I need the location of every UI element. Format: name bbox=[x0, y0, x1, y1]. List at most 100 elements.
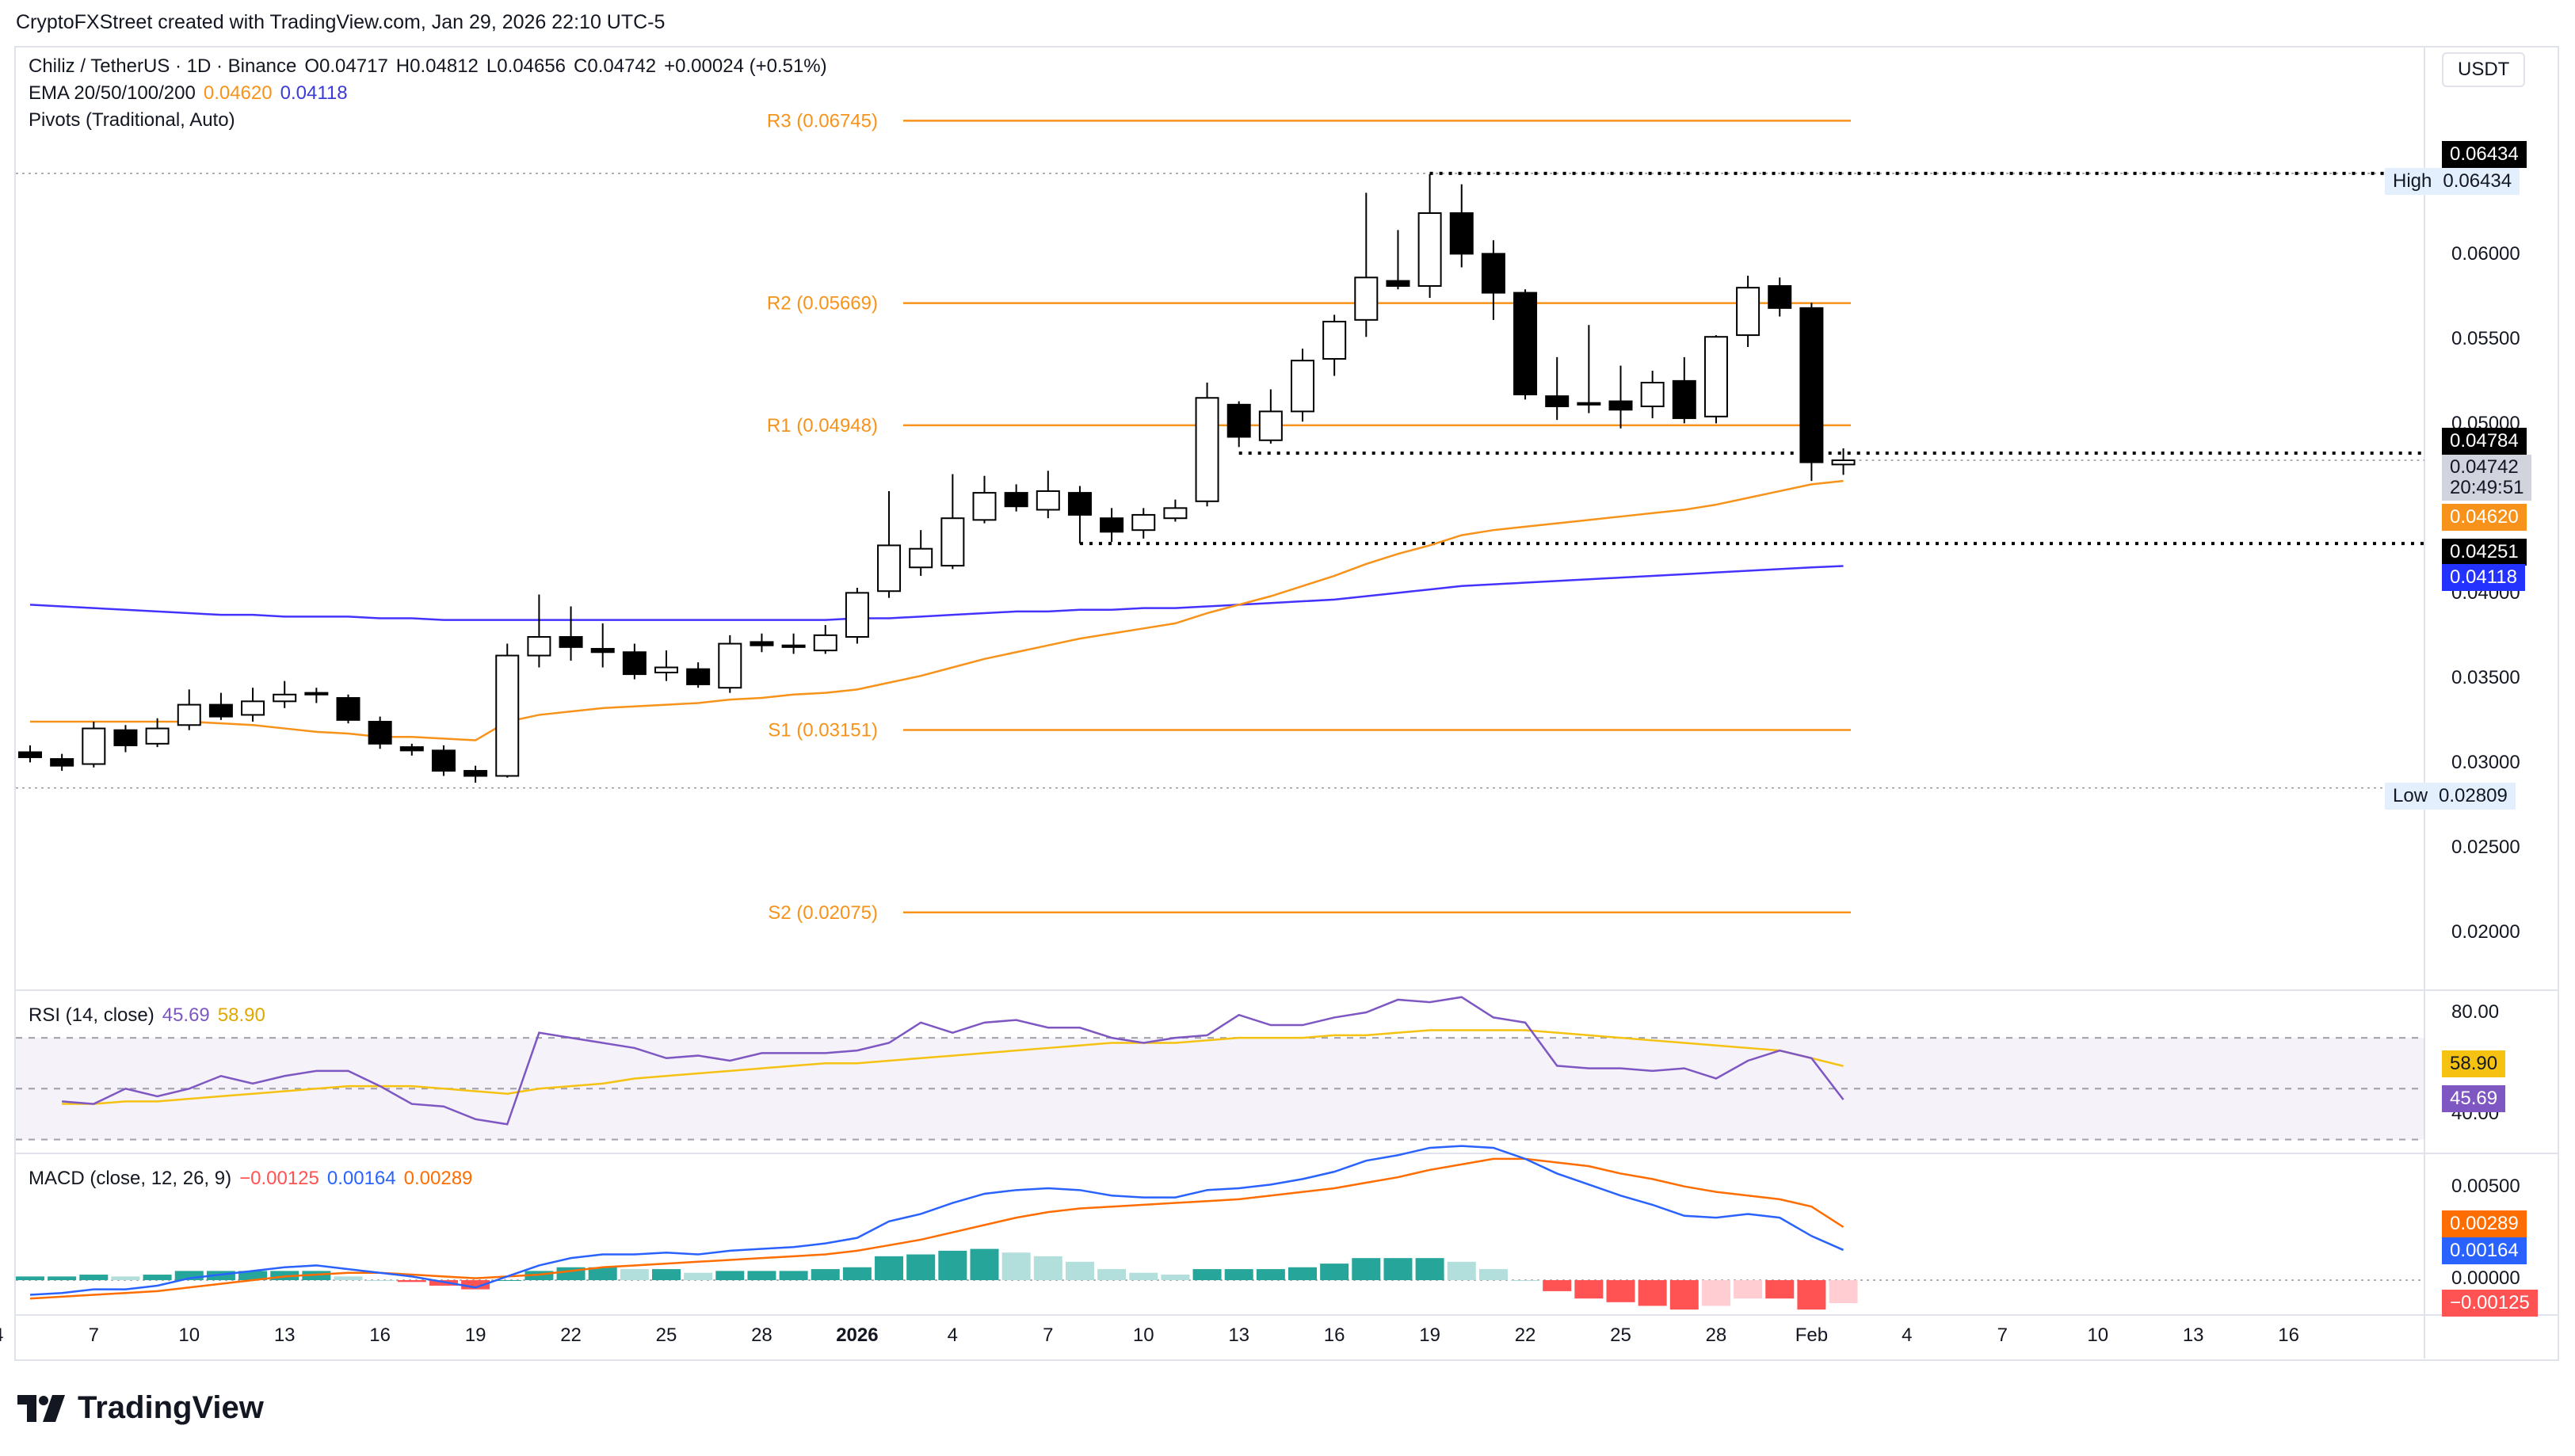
candle-body bbox=[495, 654, 520, 777]
candle-body bbox=[686, 668, 711, 685]
tradingview-logo[interactable]: TradingView bbox=[17, 1390, 264, 1426]
time-tick: 25 bbox=[1610, 1325, 1631, 1346]
signal-value: 0.00289 bbox=[403, 1168, 473, 1189]
macd-line bbox=[29, 1145, 1844, 1296]
macd-legend[interactable]: MACD (close, 12, 26, 9) −0.00125 0.00164 0.… bbox=[29, 1168, 480, 1190]
candle-body bbox=[1163, 507, 1188, 520]
candle-body bbox=[1768, 285, 1792, 309]
time-tick: 13 bbox=[1228, 1325, 1250, 1346]
close-label: C bbox=[574, 55, 588, 77]
candle-body bbox=[18, 751, 42, 758]
candle bbox=[781, 633, 806, 654]
candle bbox=[50, 753, 74, 772]
time-tick: 7 bbox=[1997, 1325, 2008, 1346]
candles-group bbox=[18, 173, 1856, 783]
candle bbox=[813, 625, 837, 654]
ema-legend[interactable]: EMA 20/50/100/200 0.04620 0.04118 bbox=[29, 82, 356, 105]
macd-histogram-bar bbox=[1001, 1252, 1031, 1280]
candle bbox=[399, 743, 424, 756]
candle-body bbox=[527, 636, 551, 657]
macd-histogram-bar bbox=[1383, 1258, 1413, 1280]
candle bbox=[1640, 371, 1665, 418]
candle bbox=[1291, 349, 1314, 422]
candle bbox=[1131, 508, 1156, 539]
candle-body bbox=[781, 644, 806, 648]
macd-tick: 0.00000 bbox=[2451, 1267, 2520, 1289]
macd-histogram-bar bbox=[747, 1271, 776, 1280]
last-price: 0.04742 bbox=[2450, 456, 2519, 478]
dotted-levels-group bbox=[16, 171, 2424, 789]
candle-body bbox=[1545, 395, 1570, 407]
candle bbox=[1258, 389, 1283, 444]
candle-body bbox=[1036, 490, 1060, 511]
rsi-legend[interactable]: RSI (14, close) 45.69 58.90 bbox=[29, 1004, 273, 1027]
candle bbox=[273, 680, 297, 708]
ema50-box: 0.04620 bbox=[2442, 504, 2527, 531]
candle-body bbox=[336, 697, 360, 721]
candle-body bbox=[1481, 253, 1505, 294]
bar-countdown: 20:49:51 bbox=[2450, 477, 2524, 498]
pivots-legend[interactable]: Pivots (Traditional, Auto) bbox=[29, 109, 235, 131]
macd-histogram-bar bbox=[1288, 1267, 1317, 1280]
macd-histogram-bar bbox=[1192, 1269, 1222, 1280]
macd-histogram-bar bbox=[875, 1256, 904, 1280]
ema50-value: 0.04620 bbox=[203, 82, 273, 104]
currency-button[interactable]: USDT bbox=[2442, 52, 2526, 87]
level-box-high: 0.06434 bbox=[2442, 141, 2527, 168]
candle-body bbox=[1608, 400, 1633, 411]
low-marker-value: 0.02809 bbox=[2439, 785, 2508, 806]
macd-histogram-bar bbox=[1669, 1280, 1699, 1310]
time-tick: 22 bbox=[1514, 1325, 1536, 1346]
time-axis[interactable]: 4 7 10 13 16 19 22 25 28 2026 4 7 10 13 16 19 22 25 28 Feb 4… bbox=[0, 1325, 2424, 1351]
candle-body bbox=[1831, 459, 1856, 466]
candle-body bbox=[1672, 379, 1696, 419]
candle-body bbox=[845, 592, 869, 638]
candle bbox=[622, 643, 647, 680]
candle-body bbox=[145, 727, 170, 745]
candle bbox=[304, 688, 329, 703]
candle-body bbox=[177, 703, 201, 726]
macd-signal-line bbox=[29, 1157, 1844, 1300]
candle bbox=[1417, 173, 1442, 298]
time-tick: 16 bbox=[1323, 1325, 1345, 1346]
time-tick: 7 bbox=[88, 1325, 99, 1346]
time-tick: 2026 bbox=[836, 1325, 879, 1346]
macd-histogram-bar bbox=[811, 1269, 840, 1280]
candle bbox=[113, 725, 138, 753]
candle bbox=[1577, 325, 1601, 414]
low-label: L bbox=[486, 55, 498, 77]
candle-body bbox=[877, 544, 902, 593]
candle bbox=[877, 490, 902, 598]
candle bbox=[1354, 192, 1379, 337]
open-label: O bbox=[304, 55, 320, 77]
candle-body bbox=[1067, 492, 1092, 516]
candle-body bbox=[241, 700, 265, 716]
candle-body bbox=[1417, 212, 1442, 288]
rsi-line bbox=[62, 996, 1844, 1126]
candle bbox=[940, 474, 965, 570]
candle-body bbox=[1513, 292, 1538, 395]
macd-tick: 0.00500 bbox=[2451, 1176, 2520, 1197]
candle-body bbox=[559, 636, 583, 648]
macd-histogram-bar bbox=[1478, 1269, 1508, 1280]
ema200-line bbox=[29, 565, 1844, 621]
macd-histogram-bar bbox=[1638, 1280, 1667, 1306]
candle bbox=[18, 745, 42, 763]
candle bbox=[208, 692, 233, 720]
candle bbox=[1226, 401, 1251, 448]
candle bbox=[845, 587, 869, 644]
chart-frame bbox=[14, 46, 2559, 1361]
macd-histogram-bar bbox=[397, 1280, 426, 1283]
change-value: +0.00024 (+0.51%) bbox=[664, 55, 827, 77]
candle-body bbox=[464, 770, 488, 777]
high-marker-label: High bbox=[2393, 170, 2432, 192]
candle bbox=[1545, 356, 1570, 421]
symbol-legend[interactable]: Chiliz / TetherUS · 1D · Binance O0.04717… bbox=[29, 55, 835, 78]
candle-body bbox=[208, 703, 233, 718]
rsi-ma-value: 58.90 bbox=[217, 1004, 265, 1026]
close-value: 0.04742 bbox=[587, 55, 657, 77]
candle bbox=[336, 694, 360, 724]
macd-histogram-bar bbox=[906, 1254, 936, 1280]
macd-histogram-bar bbox=[238, 1271, 268, 1280]
